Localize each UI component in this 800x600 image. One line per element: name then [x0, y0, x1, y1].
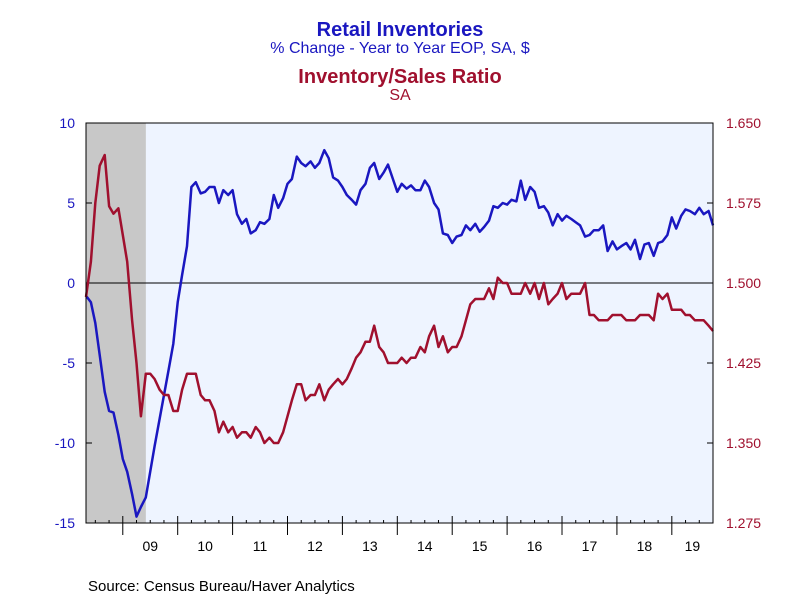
- x-axis-tick-label: 11: [253, 538, 268, 554]
- right-axis-tick-label: 1.275: [726, 515, 761, 531]
- right-axis-tick-label: 1.650: [726, 115, 761, 131]
- chart-subtitle-ratio: SA: [389, 87, 411, 104]
- right-axis-tick-label: 1.500: [726, 275, 761, 291]
- source-note: Source: Census Bureau/Haver Analytics: [88, 578, 355, 595]
- x-axis-tick-label: 13: [362, 538, 378, 554]
- x-axis-tick-label: 09: [142, 538, 158, 554]
- x-axis-tick-label: 14: [417, 538, 433, 554]
- plot-background: [86, 123, 713, 523]
- x-axis-tick-label: 18: [637, 538, 653, 554]
- left-axis-tick-label: 10: [59, 115, 75, 131]
- x-axis-tick-label: 17: [582, 538, 598, 554]
- right-axis-tick-label: 1.425: [726, 355, 761, 371]
- right-axis-tick-label: 1.575: [726, 195, 761, 211]
- x-axis-tick-label: 15: [472, 538, 488, 554]
- x-axis-tick-label: 12: [307, 538, 323, 554]
- series-line-retail-inventories: [85, 148, 715, 518]
- chart-title-inventories: Retail Inventories: [316, 19, 484, 41]
- x-axis-tick-label: 10: [197, 538, 213, 554]
- left-axis-tick-label: 0: [67, 275, 75, 291]
- x-axis-tick-label: 19: [685, 538, 701, 554]
- chart-title-ratio: Inventory/Sales Ratio: [298, 66, 502, 88]
- left-axis-tick-label: 5: [67, 195, 75, 211]
- x-axis-tick-label: 16: [527, 538, 543, 554]
- plot-frame: [85, 122, 714, 524]
- right-axis-tick-label: 1.350: [726, 435, 761, 451]
- left-axis-tick-label: -5: [63, 355, 76, 371]
- left-axis-tick-label: -10: [55, 435, 75, 451]
- series-line-inventory-sales-ratio: [84, 153, 714, 445]
- chart-subtitle-inventories: % Change - Year to Year EOP, SA, $: [270, 40, 530, 57]
- left-axis-tick-label: -15: [55, 515, 75, 531]
